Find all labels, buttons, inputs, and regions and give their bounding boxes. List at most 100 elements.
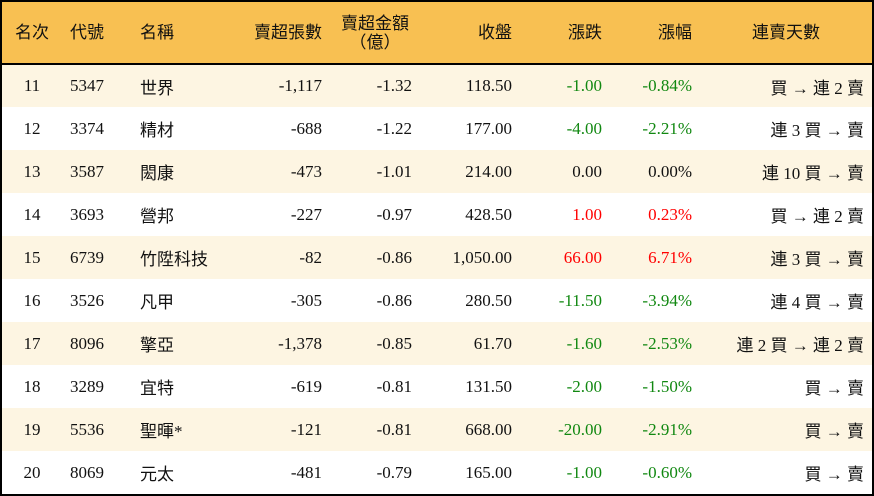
cell-pct: -3.94% bbox=[642, 290, 692, 310]
cell-shares: -1,117 bbox=[278, 76, 322, 95]
header-amount-unit: （億） bbox=[349, 32, 401, 52]
table-row[interactable]: 18 3289 宜特 -619 -0.81 131.50 -2.00 -1.50% 買 → 賣 bbox=[2, 365, 872, 408]
header-amount-label: 賣超金額 bbox=[341, 13, 409, 33]
cell-name: 竹陞科技 bbox=[140, 250, 208, 269]
header-row: 名次 代號 名稱 賣超張數 賣超金額 （億） 收盤 漲跌 漲幅 連賣天數 bbox=[2, 2, 872, 64]
header-code[interactable]: 代號 bbox=[70, 23, 104, 42]
table-row[interactable]: 17 8096 擎亞 -1,378 -0.85 61.70 -1.60 -2.53% 連 2 買… bbox=[2, 322, 872, 365]
cell-name: 宜特 bbox=[140, 379, 174, 398]
cell-pct: -0.84% bbox=[642, 76, 692, 95]
cell-code: 8069 bbox=[70, 462, 104, 482]
header-pct[interactable]: 漲幅 bbox=[658, 23, 692, 42]
cell-streak: 連 3 買 → 賣 bbox=[770, 250, 865, 269]
cell-shares: -82 bbox=[299, 247, 322, 267]
cell-close: 177.00 bbox=[465, 118, 512, 138]
table-row[interactable]: 15 6739 竹陞科技 -82 -0.86 1,050.00 66.00 6.71% 連 3 … bbox=[2, 236, 872, 279]
table-row[interactable]: 13 3587 閎康 -473 -1.01 214.00 0.00 0.00% 連 10 買 →… bbox=[2, 150, 872, 193]
cell-rank: 14 bbox=[23, 204, 41, 224]
cell-amount: -0.81 bbox=[376, 376, 412, 396]
cell-code: 3526 bbox=[70, 290, 104, 310]
cell-pct: -2.21% bbox=[642, 118, 692, 138]
cell-streak: 買 → 賣 bbox=[804, 465, 865, 484]
cell-pct: -0.60% bbox=[642, 462, 692, 482]
table-row[interactable]: 12 3374 精材 -688 -1.22 177.00 -4.00 -2.21% 連 3 買 … bbox=[2, 107, 872, 150]
cell-shares: -473 bbox=[290, 161, 322, 181]
cell-change: 1.00 bbox=[572, 204, 602, 224]
cell-pct: 0.00% bbox=[648, 161, 692, 181]
cell-name: 精材 bbox=[140, 121, 174, 140]
cell-amount: -0.81 bbox=[376, 419, 412, 439]
cell-amount: -0.86 bbox=[376, 290, 412, 310]
cell-close: 1,050.00 bbox=[452, 247, 513, 267]
cell-amount: -1.01 bbox=[376, 161, 412, 181]
cell-pct: -2.53% bbox=[642, 333, 692, 353]
cell-rank: 18 bbox=[23, 376, 41, 396]
cell-code: 5536 bbox=[70, 419, 104, 439]
cell-close: 668.00 bbox=[465, 419, 512, 439]
cell-shares: -1,378 bbox=[278, 333, 322, 353]
cell-shares: -227 bbox=[290, 204, 322, 224]
table-row[interactable]: 16 3526 凡甲 -305 -0.86 280.50 -11.50 -3.94% 連 4 買… bbox=[2, 279, 872, 322]
cell-streak: 連 2 買 → 連 2 賣 bbox=[736, 336, 865, 355]
cell-code: 8096 bbox=[70, 333, 104, 353]
cell-name: 凡甲 bbox=[140, 293, 174, 312]
cell-close: 131.50 bbox=[465, 376, 512, 396]
cell-change: -1.00 bbox=[566, 462, 602, 482]
table-row[interactable]: 14 3693 營邦 -227 -0.97 428.50 1.00 0.23% 買 → 連 2 … bbox=[2, 193, 872, 236]
cell-streak: 買 → 連 2 賣 bbox=[770, 78, 865, 98]
cell-streak: 連 4 買 → 賣 bbox=[770, 293, 865, 312]
cell-pct: 0.23% bbox=[648, 204, 692, 224]
cell-change: -20.00 bbox=[558, 419, 602, 439]
cell-pct: -1.50% bbox=[642, 376, 692, 396]
cell-close: 428.50 bbox=[465, 204, 512, 224]
cell-amount: -1.32 bbox=[376, 76, 412, 95]
table-row[interactable]: 11 5347 世界 -1,117 -1.32 118.50 -1.00 -0.84% 買 → … bbox=[2, 64, 872, 107]
cell-name: 閎康 bbox=[140, 164, 174, 183]
cell-shares: -481 bbox=[290, 462, 322, 482]
cell-shares: -688 bbox=[290, 118, 322, 138]
cell-rank: 12 bbox=[23, 118, 41, 138]
cell-shares: -305 bbox=[290, 290, 322, 310]
cell-close: 280.50 bbox=[465, 290, 512, 310]
header-shares[interactable]: 賣超張數 bbox=[254, 23, 322, 42]
cell-code: 3693 bbox=[70, 204, 104, 224]
cell-change: 66.00 bbox=[563, 247, 602, 267]
cell-rank: 16 bbox=[23, 290, 41, 310]
header-streak[interactable]: 連賣天數 bbox=[752, 23, 820, 42]
header-close[interactable]: 收盤 bbox=[478, 23, 512, 42]
table-row[interactable]: 20 8069 元太 -481 -0.79 165.00 -1.00 -0.60% 買 → 賣 bbox=[2, 451, 872, 494]
cell-code: 3587 bbox=[70, 161, 104, 181]
cell-shares: -121 bbox=[290, 419, 322, 439]
header-change[interactable]: 漲跌 bbox=[568, 23, 602, 42]
cell-amount: -1.22 bbox=[376, 118, 412, 138]
cell-rank: 17 bbox=[23, 333, 41, 353]
cell-change: -1.60 bbox=[566, 333, 602, 353]
cell-change: -1.00 bbox=[566, 76, 602, 95]
cell-pct: -2.91% bbox=[642, 419, 692, 439]
cell-streak: 連 10 買 → 賣 bbox=[762, 164, 864, 183]
cell-streak: 買 → 連 2 賣 bbox=[770, 207, 865, 226]
header-name[interactable]: 名稱 bbox=[140, 23, 174, 42]
cell-pct: 6.71% bbox=[648, 247, 692, 267]
cell-name: 聖暉* bbox=[140, 422, 183, 441]
cell-shares: -619 bbox=[290, 376, 322, 396]
header-amount[interactable]: 賣超金額 （億） bbox=[330, 2, 420, 64]
cell-amount: -0.97 bbox=[376, 204, 412, 224]
cell-change: -11.50 bbox=[558, 290, 602, 310]
cell-change: -4.00 bbox=[566, 118, 602, 138]
cell-close: 214.00 bbox=[465, 161, 512, 181]
cell-streak: 買 → 賣 bbox=[804, 379, 865, 398]
table-row[interactable]: 19 5536 聖暉* -121 -0.81 668.00 -20.00 -2.91% 買 → … bbox=[2, 408, 872, 451]
cell-rank: 20 bbox=[23, 462, 41, 482]
cell-streak: 買 → 賣 bbox=[804, 422, 865, 441]
cell-rank: 11 bbox=[23, 76, 41, 95]
cell-change: -2.00 bbox=[566, 376, 602, 396]
cell-amount: -0.85 bbox=[376, 333, 412, 353]
cell-code: 3374 bbox=[70, 118, 104, 138]
cell-name: 營邦 bbox=[140, 207, 174, 226]
header-rank[interactable]: 名次 bbox=[15, 23, 49, 42]
cell-code: 5347 bbox=[70, 76, 104, 95]
cell-close: 165.00 bbox=[465, 462, 512, 482]
